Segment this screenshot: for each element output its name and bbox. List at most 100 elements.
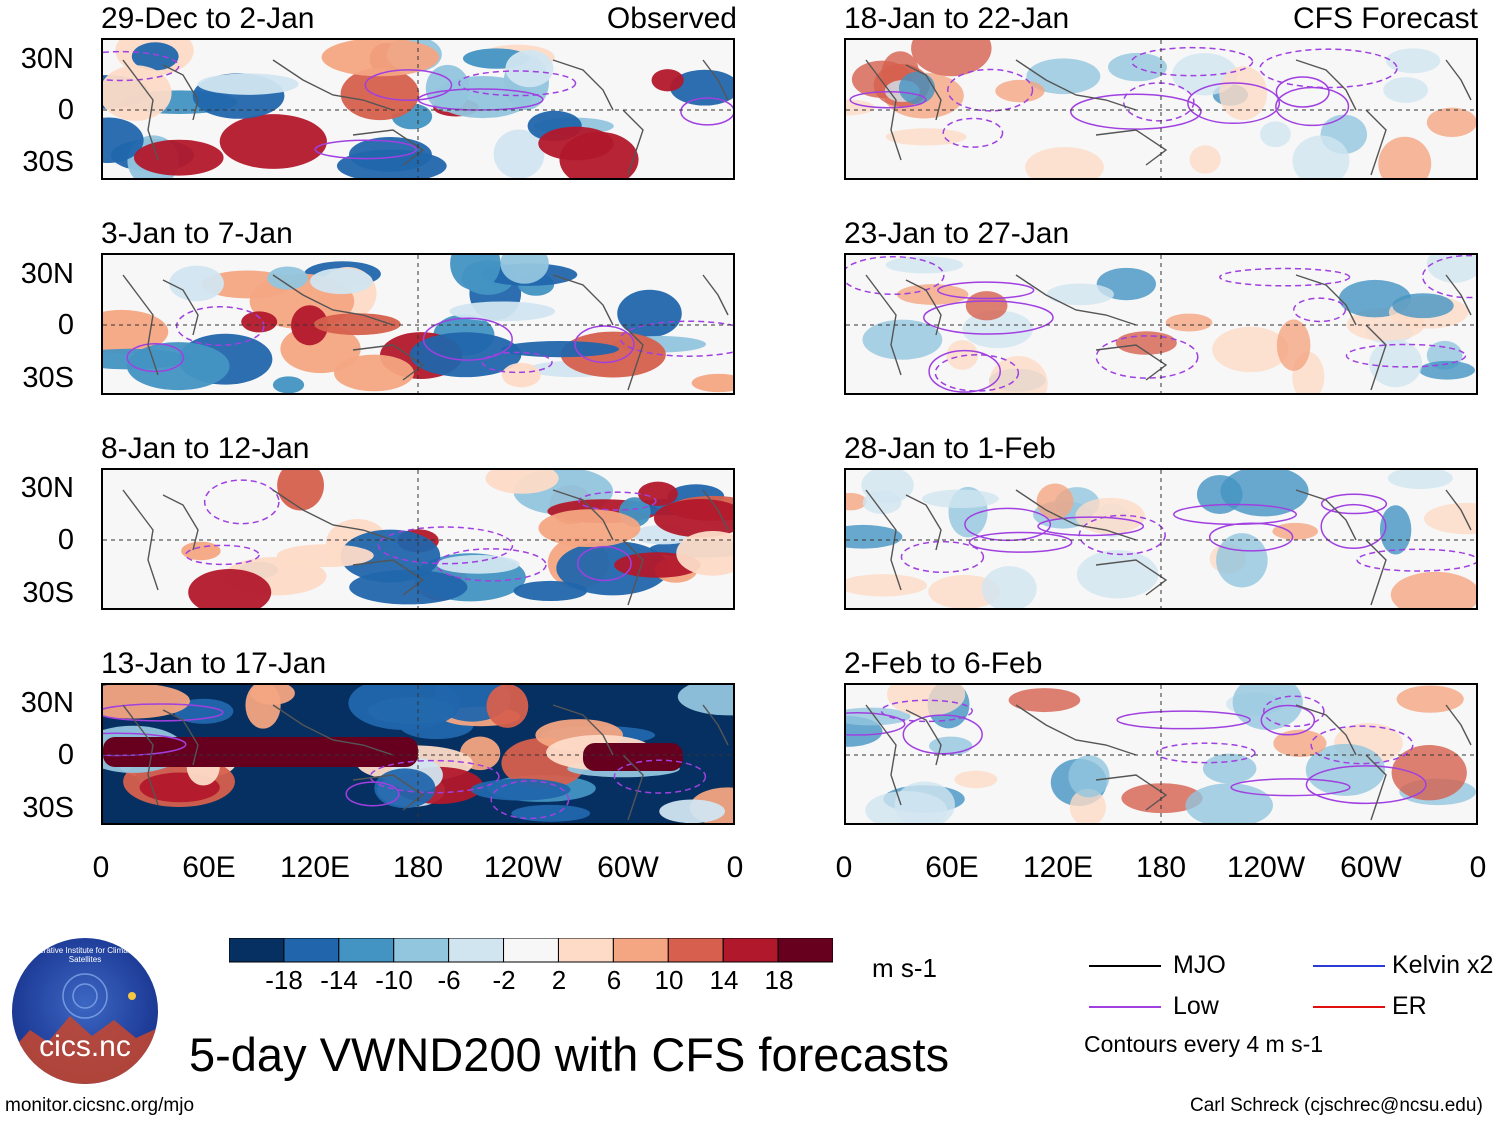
anomaly-blob (1369, 339, 1423, 388)
coastline (1445, 704, 1472, 746)
coastline (1295, 274, 1357, 326)
coastline (1295, 59, 1357, 111)
observed-label: Observed (606, 2, 737, 35)
anomaly-blob (954, 770, 998, 789)
low-contour (1208, 522, 1294, 552)
coastline (162, 64, 199, 121)
anomaly-blob (219, 114, 327, 169)
low-contour (126, 342, 185, 373)
anomaly-blob (291, 305, 329, 346)
colorbar-units: m s-1 (872, 953, 937, 983)
legend-line-mjo (1089, 965, 1161, 967)
legend-label-mjo: MJO (1173, 951, 1226, 979)
coastline (1095, 344, 1168, 381)
anomaly-blob (310, 268, 373, 295)
low-contour (1070, 93, 1202, 130)
coastline (1365, 109, 1387, 176)
anomaly-blob (250, 685, 295, 705)
lon-label: 60W (597, 851, 659, 884)
colorbar-swatch (283, 938, 340, 963)
anomaly-blob (653, 499, 733, 538)
colorbar-label: 2 (551, 965, 567, 995)
low-contour (613, 759, 707, 794)
anomaly-blob (1292, 135, 1350, 178)
anomaly-blob (267, 266, 308, 290)
coastline (1365, 754, 1387, 821)
low-contour (458, 70, 577, 97)
lat-label-30n: 30N (20, 687, 74, 719)
map-field (846, 40, 1476, 178)
map-panel-obs-4 (101, 683, 735, 825)
anomaly-blob (131, 42, 179, 71)
anomaly-blob (493, 129, 545, 178)
lon-label: 0 (1469, 851, 1487, 884)
anomaly-blob (501, 362, 541, 388)
low-contour (619, 320, 733, 357)
colorbar-label: -2 (492, 965, 516, 995)
anomaly-band (583, 743, 683, 771)
lon-label: 0 (835, 851, 853, 884)
coastline (552, 274, 614, 326)
low-contour (937, 281, 1035, 300)
low-contour (1122, 82, 1195, 122)
anomaly-blob (1189, 145, 1221, 174)
low-contour (578, 491, 657, 511)
anomaly-blob (276, 544, 374, 568)
low-contour (1037, 516, 1145, 537)
anomaly-blob (1212, 326, 1289, 373)
low-contour (900, 540, 985, 574)
low-contour (1275, 76, 1330, 108)
low-contour (574, 325, 635, 364)
coastline (702, 489, 729, 531)
coastline (1015, 59, 1137, 111)
anomaly-blob (962, 310, 1033, 349)
anomaly-blob (846, 707, 911, 726)
low-contour (345, 781, 400, 807)
low-contour (902, 714, 983, 755)
coastline (1095, 129, 1168, 166)
anomaly-blob (1391, 745, 1467, 801)
lon-label: 60E (925, 851, 979, 884)
coastline (122, 59, 159, 161)
map-field (103, 470, 733, 608)
panel-title-fcst-1: 18-Jan to 22-Jan (844, 2, 1070, 35)
coastline (1295, 704, 1357, 756)
lat-label-eq: 0 (57, 94, 74, 126)
coastline (865, 704, 902, 806)
anomaly-blob (1008, 688, 1081, 713)
footer-url[interactable]: monitor.cicsnc.org/mjo (5, 1095, 195, 1116)
anomaly-blob (340, 529, 441, 583)
coastline (702, 59, 729, 101)
anomaly-blob (538, 509, 641, 548)
map-field (846, 255, 1476, 393)
lon-label: 120E (279, 851, 351, 884)
coastline (552, 489, 614, 541)
anomaly-blob (1260, 121, 1291, 148)
anomaly-blob (928, 574, 1001, 608)
lon-label: 120E (1022, 851, 1094, 884)
low-contour (175, 306, 265, 346)
anomaly-blob (1025, 146, 1104, 178)
lat-label-30n: 30N (20, 472, 74, 504)
anomaly-blob (500, 255, 549, 284)
anomaly-blob (272, 376, 305, 393)
coastline (272, 59, 394, 111)
anomaly-blob (885, 128, 967, 146)
map-panel-fcst-2 (844, 253, 1478, 395)
low-contour (846, 255, 945, 296)
low-contour (1116, 710, 1251, 730)
coastline (905, 494, 942, 551)
lat-label-30s: 30S (22, 146, 74, 178)
anomaly-blob (511, 804, 591, 822)
legend-note: Contours every 4 m s-1 (1084, 1031, 1324, 1057)
forecast-label: CFS Forecast (1292, 2, 1478, 35)
lon-label: 0 (726, 851, 744, 884)
lon-label: 120W (483, 851, 563, 884)
low-contour (422, 317, 513, 361)
anomaly-blob (103, 117, 144, 164)
coastline (865, 274, 902, 376)
coastline (352, 129, 425, 166)
colorbar-swatch (338, 938, 395, 963)
legend-line-low (1089, 1006, 1161, 1008)
panel-title-obs-3: 8-Jan to 12-Jan (101, 432, 310, 465)
